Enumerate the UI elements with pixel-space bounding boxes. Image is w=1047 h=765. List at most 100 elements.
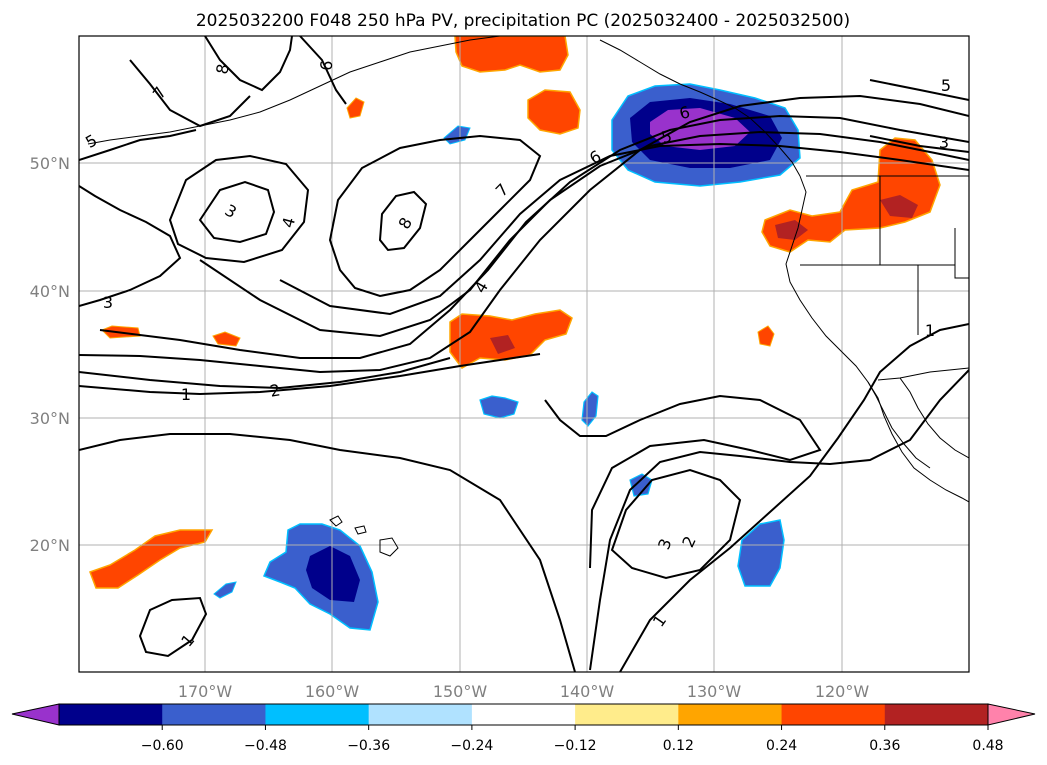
lon-label: 160°W [305, 682, 360, 701]
contour-label: 6 [317, 60, 337, 72]
colorbar-tick-label: 0.24 [766, 738, 797, 754]
contour-high-8-inner [378, 190, 428, 252]
alaska-coast [87, 36, 501, 145]
patch-hawaii-core [306, 546, 360, 602]
contour-west-8 [204, 36, 293, 92]
map-title: 2025032200 F048 250 hPa PV, precipitatio… [196, 11, 850, 31]
contour-jet-1 [79, 94, 969, 374]
us-state-lines [800, 176, 969, 335]
contour-label: 1 [925, 321, 935, 340]
lat-label: 50°N [30, 154, 70, 173]
colorbar-tick-label: 0.36 [869, 738, 900, 754]
contour-east-3 [869, 135, 969, 153]
colorbar-extend-low [11, 703, 60, 726]
alaska-panhandle [599, 39, 801, 177]
contour-low-sub-2 [544, 394, 822, 569]
contour-jet-4 [279, 142, 969, 316]
colorbar-ticks: −0.60 −0.48 −0.36 −0.24 −0.12 0.12 0.24 0.36 0.4… [141, 725, 1004, 754]
pv-contours [79, 36, 969, 672]
colorbar-tick-label: −0.60 [141, 738, 184, 754]
contour-jet-3 [199, 130, 969, 338]
north-america-west-coast [785, 175, 969, 503]
patch-east-small [737, 519, 785, 587]
colorbar-box [265, 704, 370, 725]
colorbar-box [575, 704, 679, 725]
contour-label: 2 [268, 380, 281, 400]
colorbar-frame [58, 703, 989, 726]
patch-west-small-2 [212, 331, 241, 347]
contour-west-7 [129, 59, 251, 128]
patch-bc-coast-core [650, 108, 750, 150]
colorbar-box [678, 704, 783, 725]
patch-central-small-3 [629, 473, 653, 497]
contour-label: 3 [939, 133, 949, 152]
contour-2-south [79, 357, 451, 390]
patch-pacific-nw-core [880, 195, 918, 218]
colorbar: −0.60 −0.48 −0.36 −0.24 −0.12 0.12 0.24 0.36 0.4… [11, 703, 1036, 754]
contour-west-5 [79, 129, 197, 161]
lat-label: 20°N [30, 536, 70, 555]
patch-small-north [346, 97, 365, 119]
patch-pacific-nw-core-2 [775, 220, 808, 240]
colorbar-tick-label: −0.36 [347, 738, 390, 754]
colorbar-extend-high [987, 703, 1036, 726]
gulf-california [899, 377, 969, 459]
gridlines [79, 36, 969, 672]
contour-label: 4 [278, 215, 299, 230]
contour-label: 1 [181, 385, 191, 404]
colorbar-tick-label: −0.24 [450, 738, 493, 754]
coastlines [87, 36, 969, 557]
colorbar-box [781, 704, 886, 725]
contour-1-bottom [138, 596, 208, 658]
baja-california [867, 381, 931, 469]
colorbar-boxes [59, 704, 989, 725]
lon-label: 170°W [178, 682, 233, 701]
lon-label: 150°W [433, 682, 488, 701]
contour-southwest-curve [79, 433, 576, 672]
contour-label: 5 [941, 76, 951, 95]
lat-labels: 50°N 40°N 30°N 20°N [30, 154, 70, 555]
hawaiian-islands [329, 515, 399, 557]
contour-1-south [79, 353, 541, 396]
patch-gulf-alaska [527, 89, 581, 135]
patch-central-pacific-core [490, 335, 515, 354]
patch-west-tiny [213, 581, 237, 599]
contour-east-5 [869, 79, 969, 101]
colorbar-box [471, 704, 576, 725]
lat-label: 40°N [30, 282, 70, 301]
lon-label: 140°W [560, 682, 615, 701]
contour-low-4 [168, 154, 310, 264]
lon-label: 130°W [687, 682, 742, 701]
colorbar-box [162, 704, 266, 725]
contour-label: 3 [103, 293, 113, 312]
patch-central-small-1 [479, 395, 519, 419]
colorbar-box [884, 704, 989, 725]
contour-ridge-south [589, 369, 969, 671]
lat-label: 30°N [30, 409, 70, 428]
contour-label: 5 [659, 126, 674, 147]
plot-frame [78, 35, 970, 673]
contour-west-3 [79, 185, 182, 307]
contour-jet-2 [99, 114, 969, 359]
patch-pacific-nw [761, 137, 941, 253]
lon-labels: 170°W 160°W 150°W 140°W 130°W 120°W [178, 682, 870, 701]
contour-low-sub-3 [610, 468, 742, 580]
contour-low-3 [198, 180, 276, 244]
colorbar-tick-label: −0.12 [554, 738, 597, 754]
contour-north-6 [299, 36, 347, 105]
colorbar-tick-label: 0.12 [663, 738, 694, 754]
colorbar-box [368, 704, 473, 725]
contour-label: 8 [212, 62, 232, 75]
patch-north-pacific-top [454, 36, 569, 73]
colorbar-tick-label: −0.48 [244, 738, 287, 754]
patch-california-small [757, 325, 775, 347]
plot-area: 8 7 6 5 5 6 7 8 3 4 3 4 6 5 3 1 2 1 3 2 … [79, 36, 969, 672]
lon-label: 120°W [815, 682, 870, 701]
mexico-border [877, 367, 969, 381]
colorbar-box [59, 704, 163, 725]
contour-high-8 [328, 134, 542, 298]
colorbar-tick-label: 0.48 [972, 738, 1003, 754]
contour-label: 6 [677, 102, 692, 123]
contour-1-southeast [619, 323, 969, 672]
